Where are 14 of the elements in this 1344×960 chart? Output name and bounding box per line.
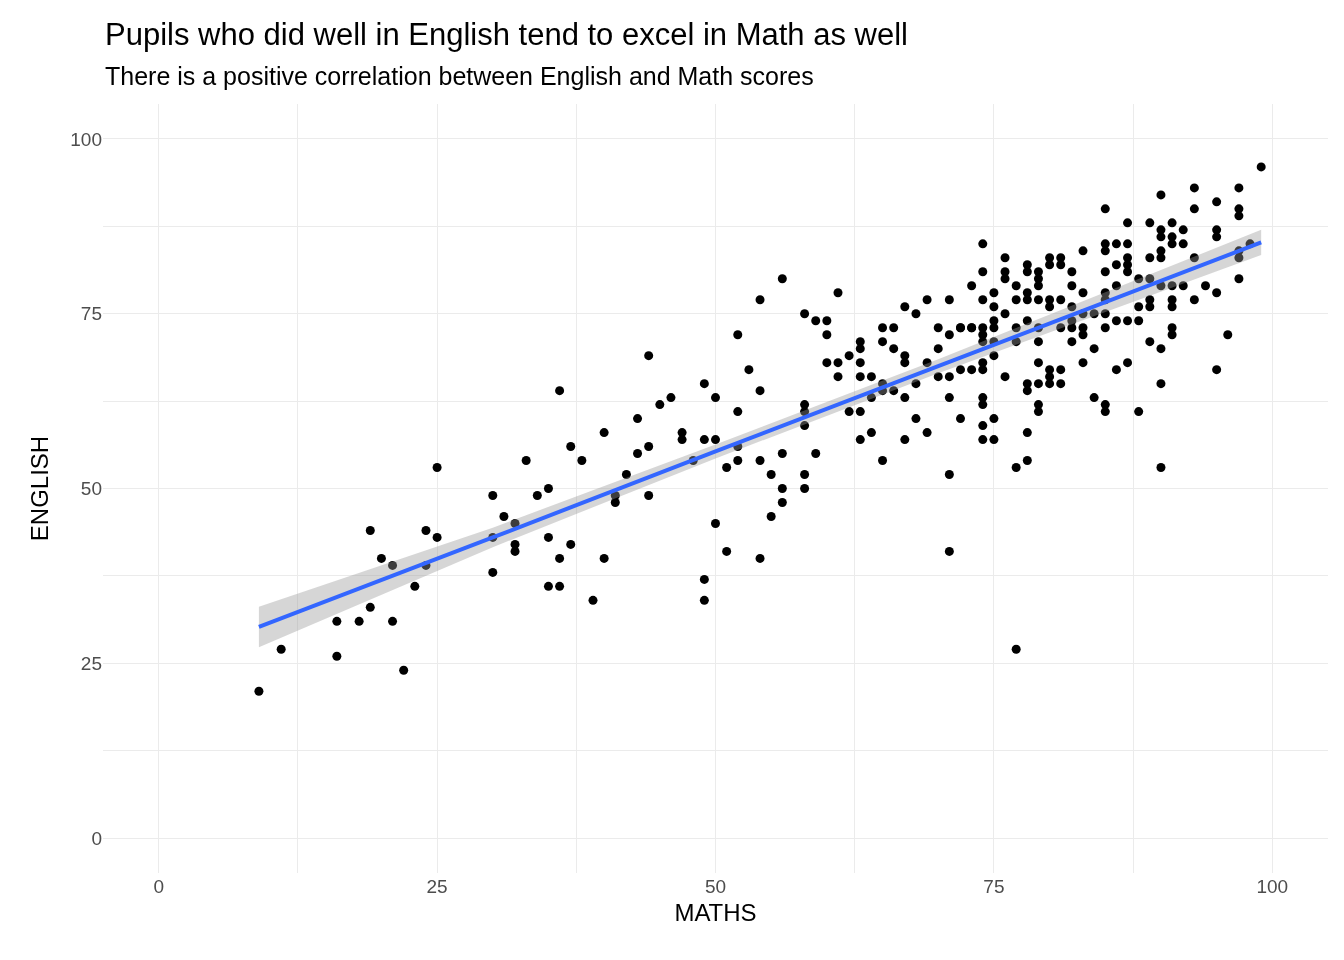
x-tick-label: 0 xyxy=(153,876,164,897)
y-axis-title: ENGLISH xyxy=(26,435,54,542)
x-tick-label: 25 xyxy=(426,876,448,897)
y-tick-label: 25 xyxy=(80,652,102,674)
x-tick-label: 75 xyxy=(983,876,1005,897)
y-tick-label: 75 xyxy=(80,303,102,325)
x-tick-label: 50 xyxy=(704,876,727,897)
chart-subtitle: There is a positive correlation between English and Math scores xyxy=(105,62,814,90)
y-tick-label: 50 xyxy=(80,478,102,500)
x-axis-title: MATHS xyxy=(674,899,757,927)
y-tick-label: 100 xyxy=(70,128,102,150)
y-tick-label: 0 xyxy=(91,827,102,849)
chart-title: Pupils who did well in English tend to excel in Math as well xyxy=(105,17,908,52)
x-tick-label: 100 xyxy=(1256,876,1289,897)
